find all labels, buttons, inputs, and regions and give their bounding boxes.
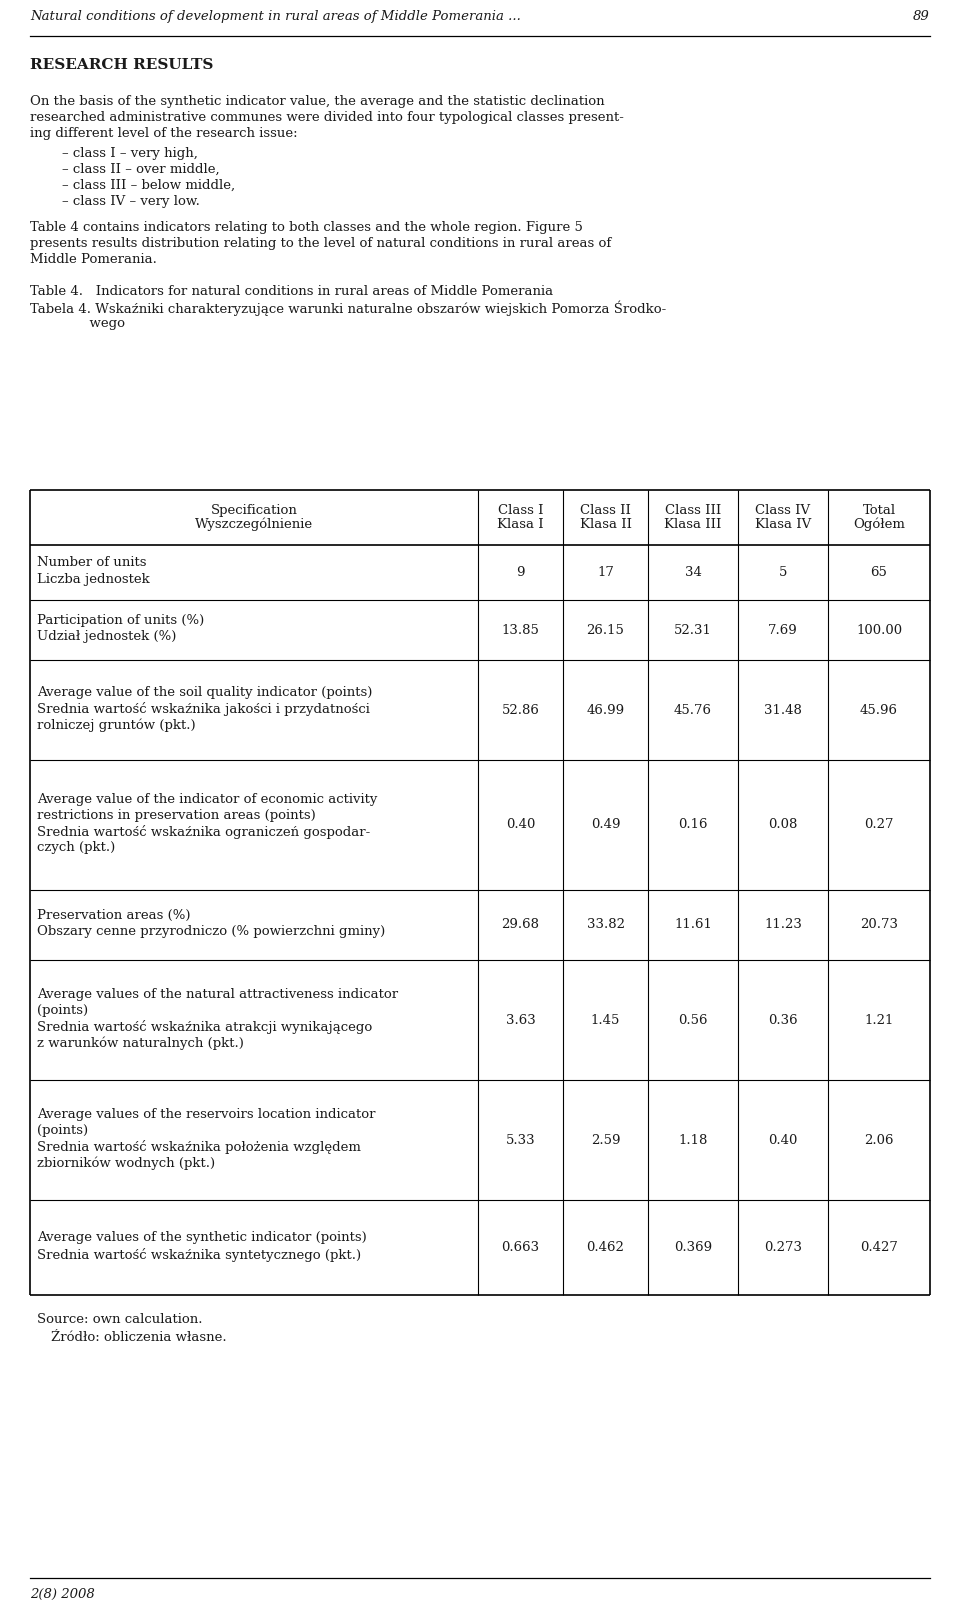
Text: 7.69: 7.69 [768, 623, 798, 636]
Text: 89: 89 [913, 10, 930, 23]
Text: Klasa III: Klasa III [664, 518, 722, 531]
Text: (points): (points) [37, 1123, 88, 1136]
Text: Average value of the soil quality indicator (points): Average value of the soil quality indica… [37, 686, 372, 699]
Text: Obszary cenne przyrodniczo (% powierzchni gminy): Obszary cenne przyrodniczo (% powierzchn… [37, 925, 385, 938]
Text: 3.63: 3.63 [506, 1014, 536, 1027]
Text: (points): (points) [37, 1004, 88, 1017]
Text: 2.06: 2.06 [864, 1133, 894, 1146]
Text: 65: 65 [871, 567, 887, 579]
Text: Klasa IV: Klasa IV [755, 518, 811, 531]
Text: 100.00: 100.00 [856, 623, 902, 636]
Text: 29.68: 29.68 [501, 918, 540, 931]
Text: ing different level of the research issue:: ing different level of the research issu… [30, 128, 298, 140]
Text: Class I: Class I [497, 504, 543, 516]
Text: Class II: Class II [580, 504, 631, 516]
Text: RESEARCH RESULTS: RESEARCH RESULTS [30, 58, 213, 73]
Text: 33.82: 33.82 [587, 918, 625, 931]
Text: Liczba jednostek: Liczba jednostek [37, 573, 150, 586]
Text: 0.27: 0.27 [864, 818, 894, 831]
Text: Number of units: Number of units [37, 557, 147, 570]
Text: Table 4 contains indicators relating to both classes and the whole region. Figur: Table 4 contains indicators relating to … [30, 221, 583, 234]
Text: restrictions in preservation areas (points): restrictions in preservation areas (poin… [37, 809, 316, 822]
Text: 2(8) 2008: 2(8) 2008 [30, 1588, 95, 1601]
Text: 0.273: 0.273 [764, 1241, 802, 1254]
Text: Srednia wartość wskaźnika syntetycznego (pkt.): Srednia wartość wskaźnika syntetycznego … [37, 1248, 361, 1262]
Text: 45.96: 45.96 [860, 704, 898, 717]
Text: 0.40: 0.40 [506, 818, 535, 831]
Text: 46.99: 46.99 [587, 704, 625, 717]
Text: Total: Total [862, 504, 896, 516]
Text: 20.73: 20.73 [860, 918, 898, 931]
Text: 5: 5 [779, 567, 787, 579]
Text: 0.49: 0.49 [590, 818, 620, 831]
Text: 5.33: 5.33 [506, 1133, 536, 1146]
Text: czych (pkt.): czych (pkt.) [37, 841, 115, 854]
Text: Wyszczególnienie: Wyszczególnienie [195, 518, 313, 531]
Text: presents results distribution relating to the level of natural conditions in rur: presents results distribution relating t… [30, 237, 612, 250]
Text: – class III – below middle,: – class III – below middle, [62, 179, 235, 192]
Text: Srednia wartość wskaźnika jakości i przydatności: Srednia wartość wskaźnika jakości i przy… [37, 702, 370, 717]
Text: Participation of units (%): Participation of units (%) [37, 613, 204, 626]
Text: wego: wego [30, 316, 125, 329]
Text: 17: 17 [597, 567, 614, 579]
Text: – class II – over middle,: – class II – over middle, [62, 163, 220, 176]
Text: Average values of the reservoirs location indicator: Average values of the reservoirs locatio… [37, 1107, 375, 1122]
Text: Udział jednostek (%): Udział jednostek (%) [37, 629, 177, 642]
Text: researched administrative communes were divided into four typological classes pr: researched administrative communes were … [30, 111, 624, 124]
Text: 1.45: 1.45 [590, 1014, 620, 1027]
Text: – class I – very high,: – class I – very high, [62, 147, 198, 160]
Text: 31.48: 31.48 [764, 704, 802, 717]
Text: Klasa I: Klasa I [497, 518, 543, 531]
Text: 52.86: 52.86 [501, 704, 540, 717]
Text: 0.56: 0.56 [679, 1014, 708, 1027]
Text: Preservation areas (%): Preservation areas (%) [37, 909, 190, 922]
Text: 0.663: 0.663 [501, 1241, 540, 1254]
Text: Srednia wartość wskaźnika ograniczeń gospodar-: Srednia wartość wskaźnika ograniczeń gos… [37, 825, 371, 839]
Text: Ogółem: Ogółem [853, 518, 905, 531]
Text: Middle Pomerania.: Middle Pomerania. [30, 253, 156, 266]
Text: 34: 34 [684, 567, 702, 579]
Text: 0.40: 0.40 [768, 1133, 798, 1146]
Text: 9: 9 [516, 567, 525, 579]
Text: Source: own calculation.: Source: own calculation. [37, 1314, 203, 1327]
Text: 2.59: 2.59 [590, 1133, 620, 1146]
Text: 0.462: 0.462 [587, 1241, 624, 1254]
Text: Tabela 4. Wskaźniki charakteryzujące warunki naturalne obszarów wiejskich Pomorz: Tabela 4. Wskaźniki charakteryzujące war… [30, 300, 666, 316]
Text: 11.23: 11.23 [764, 918, 802, 931]
Text: 1.18: 1.18 [679, 1133, 708, 1146]
Text: 1.21: 1.21 [864, 1014, 894, 1027]
Text: z warunków naturalnych (pkt.): z warunków naturalnych (pkt.) [37, 1036, 244, 1049]
Text: 52.31: 52.31 [674, 623, 712, 636]
Text: rolniczej gruntów (pkt.): rolniczej gruntów (pkt.) [37, 718, 196, 731]
Text: zbiorników wodnych (pkt.): zbiorników wodnych (pkt.) [37, 1156, 215, 1170]
Text: Class III: Class III [665, 504, 721, 516]
Text: 0.16: 0.16 [679, 818, 708, 831]
Text: On the basis of the synthetic indicator value, the average and the statistic dec: On the basis of the synthetic indicator … [30, 95, 605, 108]
Text: 26.15: 26.15 [587, 623, 624, 636]
Text: 11.61: 11.61 [674, 918, 712, 931]
Text: Klasa II: Klasa II [580, 518, 632, 531]
Text: Average values of the synthetic indicator (points): Average values of the synthetic indicato… [37, 1231, 367, 1244]
Text: Źródło: obliczenia własne.: Źródło: obliczenia własne. [51, 1332, 227, 1344]
Text: 0.369: 0.369 [674, 1241, 712, 1254]
Text: Table 4.   Indicators for natural conditions in rural areas of Middle Pomerania: Table 4. Indicators for natural conditio… [30, 286, 553, 299]
Text: 0.08: 0.08 [768, 818, 798, 831]
Text: 0.427: 0.427 [860, 1241, 898, 1254]
Text: 13.85: 13.85 [501, 623, 540, 636]
Text: Class IV: Class IV [756, 504, 810, 516]
Text: – class IV – very low.: – class IV – very low. [62, 195, 200, 208]
Text: Natural conditions of development in rural areas of Middle Pomerania ...: Natural conditions of development in rur… [30, 10, 521, 23]
Text: Srednia wartość wskaźnika atrakcji wynikającego: Srednia wartość wskaźnika atrakcji wynik… [37, 1020, 372, 1035]
Text: Srednia wartość wskaźnika położenia względem: Srednia wartość wskaźnika położenia wzgl… [37, 1139, 361, 1154]
Text: Average value of the indicator of economic activity: Average value of the indicator of econom… [37, 792, 377, 805]
Text: 45.76: 45.76 [674, 704, 712, 717]
Text: 0.36: 0.36 [768, 1014, 798, 1027]
Text: Specification: Specification [210, 504, 298, 516]
Text: Average values of the natural attractiveness indicator: Average values of the natural attractive… [37, 988, 398, 1001]
